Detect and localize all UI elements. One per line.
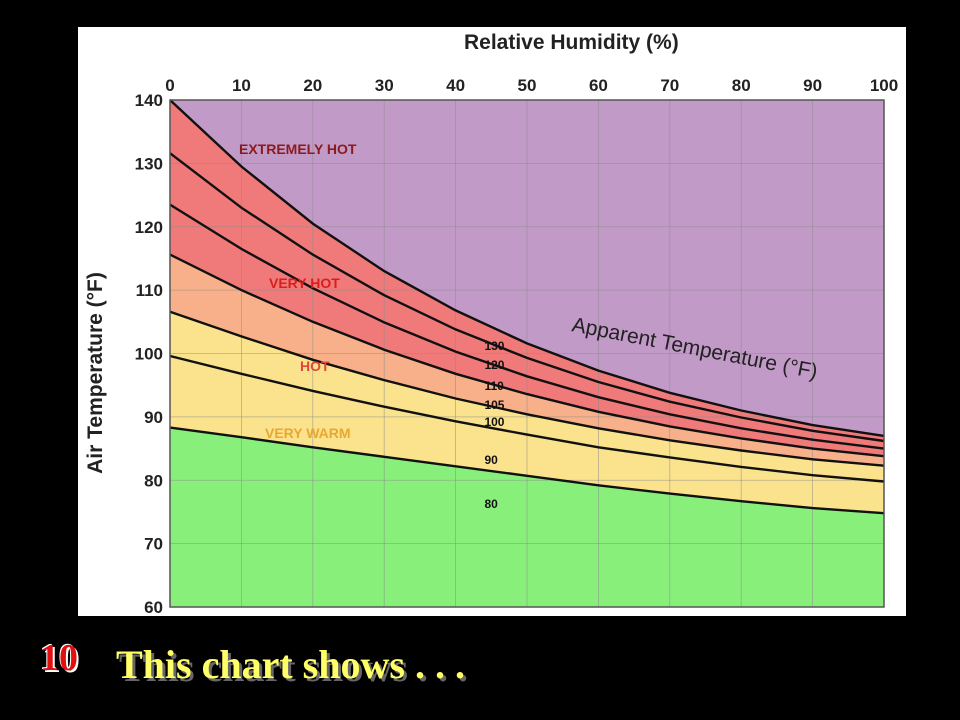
y-tick-label: 80 <box>144 471 163 490</box>
x-tick-label: 50 <box>518 76 537 95</box>
y-tick-label: 140 <box>135 91 163 110</box>
x-tick-label: 60 <box>589 76 608 95</box>
curve-120 <box>169 152 885 443</box>
apparent-temperature-curves: 80 90 100 105 110 120 130 <box>169 99 885 515</box>
y-tick-label: 90 <box>144 408 163 427</box>
x-tick-label: 40 <box>446 76 465 95</box>
curve-130 <box>169 99 885 438</box>
x-tick-label: 80 <box>732 76 751 95</box>
heat-index-chart: 80 90 100 105 110 120 130 0 10 20 30 40 50 60 70 80 90 1… <box>84 31 899 616</box>
x-tick-label: 90 <box>803 76 822 95</box>
y-tick-label: 130 <box>135 154 163 173</box>
curve-110 <box>169 203 885 450</box>
curve-100 <box>169 310 885 467</box>
zone-label-very-hot: VERY HOT <box>269 275 340 291</box>
curve-label-100: 100 <box>484 415 504 429</box>
slide-number: 10 <box>40 637 78 679</box>
curve-105 <box>169 253 885 458</box>
x-tick-label: 100 <box>870 76 898 95</box>
x-tick-label: 30 <box>375 76 394 95</box>
curve-label-110: 110 <box>484 379 504 393</box>
y-tick-label: 60 <box>144 598 163 616</box>
curve-label-105: 105 <box>484 398 504 412</box>
curve-90 <box>169 354 885 483</box>
zone-label-hot: HOT <box>300 358 330 374</box>
zone-label-very-warm: VERY WARM <box>265 425 351 441</box>
x-tick-label: 10 <box>232 76 251 95</box>
y-tick-label: 70 <box>144 535 163 554</box>
plot-border <box>169 99 885 608</box>
chart-title: Relative Humidity (%) <box>464 31 679 54</box>
gridlines <box>169 99 885 608</box>
zone-label-extremely-hot: EXTREMELY HOT <box>239 141 357 157</box>
curve-label-90: 90 <box>484 453 498 467</box>
tick-labels: 0 10 20 30 40 50 60 70 80 90 100 60 70 80 90 100 110 120 1… <box>135 76 899 616</box>
y-tick-label: 110 <box>136 281 163 300</box>
x-tick-label: 0 <box>165 76 174 95</box>
chart-panel: 80 90 100 105 110 120 130 0 10 20 30 40 50 60 70 80 90 1… <box>78 27 906 616</box>
x-tick-label: 20 <box>303 76 322 95</box>
slide-caption: This chart shows . . . <box>116 642 465 687</box>
y-tick-label: 120 <box>135 218 163 237</box>
x-tick-label: 70 <box>660 76 679 95</box>
curve-label-120: 120 <box>484 358 504 372</box>
curve-label-130: 130 <box>484 339 504 353</box>
curve-label-80: 80 <box>484 497 498 511</box>
y-tick-label: 100 <box>135 345 163 364</box>
y-axis-label: Air Temperature (°F) <box>84 272 107 474</box>
curve-80 <box>169 426 885 515</box>
